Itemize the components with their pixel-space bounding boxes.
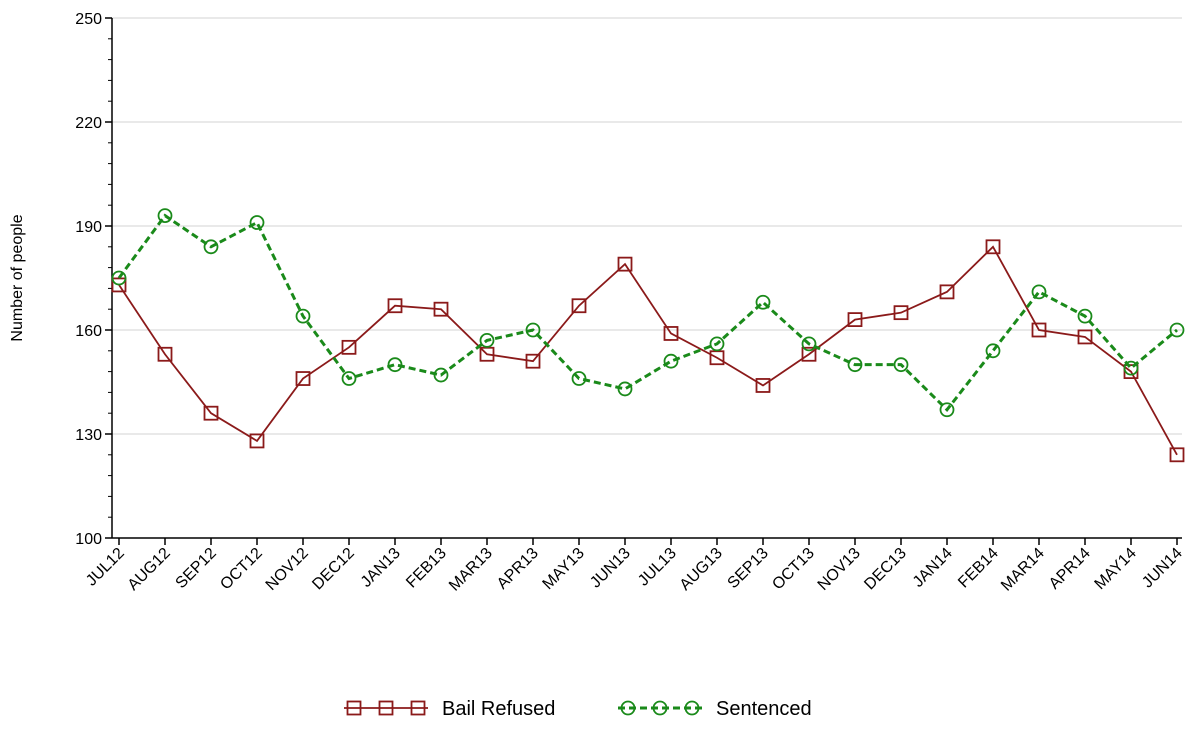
series-bail-refused: [111, 239, 1185, 463]
x-tick-label: SEP13: [725, 545, 772, 592]
data-point-sentenced: [985, 343, 1001, 359]
data-point-bail-refused: [341, 339, 357, 355]
data-point-sentenced: [1031, 284, 1047, 300]
data-point-bail-refused: [433, 301, 449, 317]
x-tick-label: JUN13: [587, 545, 634, 592]
data-point-sentenced: [755, 294, 771, 310]
data-point-sentenced: [525, 322, 541, 338]
x-tick-label: DEC13: [861, 545, 910, 594]
data-point-sentenced: [249, 215, 265, 230]
data-point-sentenced: [663, 353, 679, 369]
x-tick-label: JUL12: [83, 545, 128, 590]
data-point-bail-refused: [111, 277, 127, 293]
data-point-sentenced: [709, 336, 725, 352]
data-point-bail-refused: [1169, 447, 1185, 463]
data-point-sentenced: [111, 270, 127, 286]
data-point-sentenced: [617, 381, 633, 397]
data-point-sentenced: [203, 239, 219, 255]
data-point-bail-refused: [295, 371, 311, 386]
x-tick-label: AUG13: [677, 545, 726, 594]
legend-marker: [652, 700, 668, 716]
legend-marker: [410, 700, 426, 716]
data-point-sentenced: [893, 357, 909, 373]
axes: 100130160190220250JUL12AUG12SEP12OCT12NO…: [75, 11, 1186, 595]
x-tick-label: AUG12: [125, 545, 174, 594]
data-point-sentenced: [1077, 308, 1093, 324]
series-line-sentenced: [117, 213, 1178, 412]
x-tick-label: MAY14: [1092, 545, 1140, 593]
data-point-bail-refused: [1031, 322, 1047, 338]
legend-marker: [378, 700, 394, 716]
y-tick-label: 160: [75, 323, 102, 340]
data-point-bail-refused: [939, 284, 955, 300]
data-point-bail-refused: [387, 298, 403, 314]
data-point-sentenced: [1169, 322, 1185, 338]
x-tick-label: OCT12: [217, 545, 266, 594]
y-axis-title: Number of people: [9, 214, 26, 341]
data-point-bail-refused: [525, 353, 541, 369]
data-point-sentenced: [157, 208, 173, 224]
x-tick-label: MAR13: [446, 545, 496, 595]
data-point-bail-refused: [663, 326, 679, 341]
data-point-sentenced: [479, 332, 495, 348]
data-point-bail-refused: [203, 405, 219, 421]
x-tick-label: JUN14: [1139, 545, 1186, 592]
data-point-bail-refused: [755, 378, 771, 393]
data-point-sentenced: [387, 357, 403, 373]
legend-marker: [684, 700, 700, 716]
data-point-sentenced: [341, 371, 357, 386]
data-point-bail-refused: [1077, 329, 1093, 345]
x-tick-label: JUL13: [635, 545, 680, 590]
x-tick-label: APR14: [1046, 545, 1094, 593]
x-tick-label: APR13: [494, 545, 542, 593]
legend: Bail Refused Sentenced: [344, 698, 812, 720]
data-point-sentenced: [801, 336, 817, 352]
x-tick-label: MAY13: [540, 545, 588, 593]
data-point-sentenced: [847, 357, 863, 373]
x-tick-label: JAN13: [358, 545, 404, 591]
data-point-bail-refused: [801, 346, 817, 362]
x-tick-label: NOV13: [815, 545, 864, 594]
legend-item-bail-refused: Bail Refused: [344, 698, 555, 720]
data-point-bail-refused: [985, 239, 1001, 255]
x-tick-label: MAR14: [998, 545, 1048, 595]
legend-marker: [620, 700, 636, 716]
data-point-bail-refused: [157, 346, 173, 362]
x-tick-label: FEB13: [403, 545, 450, 592]
legend-label: Bail Refused: [442, 698, 555, 720]
data-point-bail-refused: [249, 433, 265, 449]
data-point-sentenced: [433, 367, 449, 383]
y-tick-label: 220: [75, 115, 102, 132]
y-tick-label: 250: [75, 11, 102, 28]
x-tick-label: DEC12: [309, 545, 358, 594]
data-point-sentenced: [571, 371, 587, 386]
x-tick-label: JAN14: [910, 545, 956, 591]
series-line-bail-refused: [118, 245, 1178, 456]
grid-lines: [112, 17, 1182, 435]
x-tick-label: NOV12: [263, 545, 312, 594]
data-point-bail-refused: [893, 305, 909, 321]
data-point-sentenced: [939, 402, 955, 418]
y-tick-label: 190: [75, 219, 102, 236]
series-sentenced: [111, 208, 1185, 418]
data-point-sentenced: [295, 308, 311, 324]
y-tick-label: 100: [75, 531, 102, 548]
y-tick-label: 130: [75, 427, 102, 444]
legend-marker: [346, 700, 362, 716]
data-point-sentenced: [1123, 360, 1139, 376]
series-group: [111, 208, 1185, 463]
legend-item-sentenced: Sentenced: [618, 698, 812, 720]
data-point-bail-refused: [571, 298, 587, 314]
x-tick-label: OCT13: [769, 545, 818, 594]
x-tick-label: FEB14: [955, 545, 1002, 592]
x-tick-label: SEP12: [173, 545, 220, 592]
data-point-bail-refused: [847, 312, 863, 328]
legend-label: Sentenced: [716, 698, 812, 720]
data-point-bail-refused: [617, 256, 633, 272]
